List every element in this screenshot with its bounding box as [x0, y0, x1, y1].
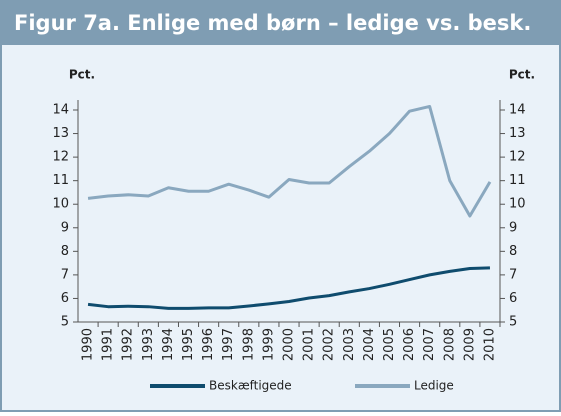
x-tick-label: 2004 [362, 328, 377, 361]
y2-tick-label: 5 [509, 315, 517, 330]
x-tick-label: 1999 [261, 328, 276, 361]
x-tick-label: 1993 [141, 328, 156, 361]
x-tick-label: 2007 [422, 328, 437, 361]
x-tick-label: 2000 [282, 328, 297, 361]
x-tick-label: 2010 [482, 328, 497, 361]
line-series [87, 266, 491, 310]
y2-tick-label: 13 [509, 126, 526, 141]
line-series [87, 104, 492, 218]
y-tick-label: 5 [61, 315, 69, 330]
y-tick-label: 10 [52, 197, 69, 212]
x-tick-label: 1995 [181, 328, 196, 361]
x-tick-label: 2001 [302, 328, 317, 361]
y-tick-label: 12 [52, 150, 69, 165]
x-tick-label: 2009 [462, 328, 477, 361]
y-tick-label: 6 [61, 291, 69, 306]
x-tick-label: 2005 [382, 328, 397, 361]
x-tick-label: 2008 [442, 328, 457, 361]
legend-label: Beskæftigede [209, 379, 292, 393]
x-tick-label: 1998 [241, 328, 256, 361]
y2-tick-label: 12 [509, 150, 526, 165]
y-tick-label: 8 [61, 244, 69, 259]
y2-tick-label: 11 [509, 173, 526, 188]
y-axis-label: Pct. [69, 68, 95, 82]
y-tick-label: 14 [52, 103, 69, 118]
y2-tick-label: 9 [509, 220, 517, 235]
y2-tick-label: 7 [509, 267, 517, 282]
y-tick-label: 9 [61, 220, 69, 235]
x-tick-label: 1992 [121, 328, 136, 361]
x-tick-label: 2002 [322, 328, 337, 361]
y2-tick-label: 10 [509, 197, 526, 212]
header [0, 0, 561, 45]
x-tick-label: 1994 [161, 328, 176, 361]
y-tick-label: 7 [61, 267, 69, 282]
x-tick-label: 1991 [101, 328, 116, 361]
chart-title: Figur 7a. Enlige med børn – ledige vs. b… [14, 11, 531, 35]
y-tick-label: 13 [52, 126, 69, 141]
y-tick-label: 11 [52, 173, 69, 188]
x-tick-label: 1997 [221, 328, 236, 361]
x-tick-label: 2003 [342, 328, 357, 361]
legend-label: Ledige [414, 379, 454, 393]
y2-tick-label: 6 [509, 291, 517, 306]
x-tick-label: 1990 [81, 328, 96, 361]
y2-tick-label: 8 [509, 244, 517, 259]
x-tick-label: 2006 [402, 328, 417, 361]
y2-axis-label: Pct. [509, 68, 535, 82]
y2-tick-label: 14 [509, 103, 526, 118]
x-tick-label: 1996 [201, 328, 216, 361]
